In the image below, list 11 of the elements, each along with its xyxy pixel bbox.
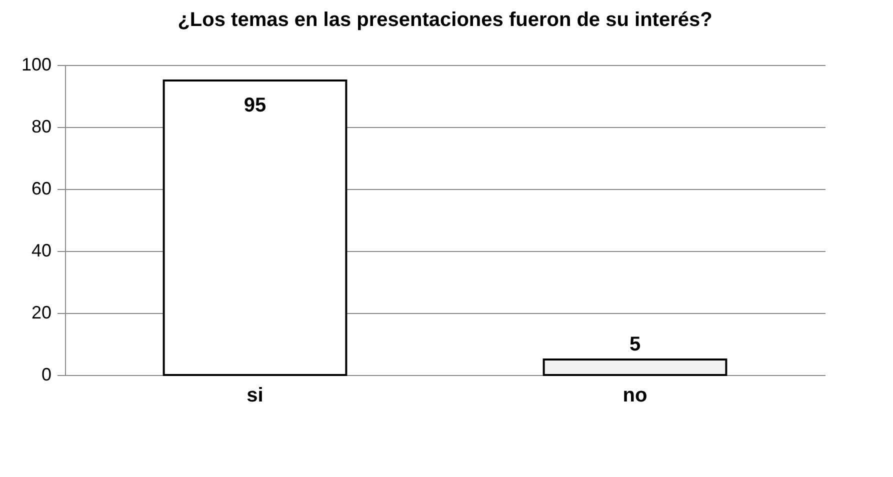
- y-tick-label: 80: [31, 116, 52, 136]
- y-tick-label: 100: [21, 54, 52, 74]
- y-tick-label: 60: [31, 178, 52, 198]
- chart-title: ¿Los temas en las presentaciones fueron de su interés?: [178, 9, 712, 31]
- y-tick-label: 0: [41, 364, 52, 384]
- x-tick-label: no: [622, 384, 648, 406]
- y-tick-label: 20: [31, 302, 52, 322]
- data-label: 5: [629, 334, 641, 356]
- y-tick-label: 40: [31, 240, 52, 260]
- data-label: 95: [244, 94, 266, 116]
- x-tick-label: si: [246, 384, 264, 406]
